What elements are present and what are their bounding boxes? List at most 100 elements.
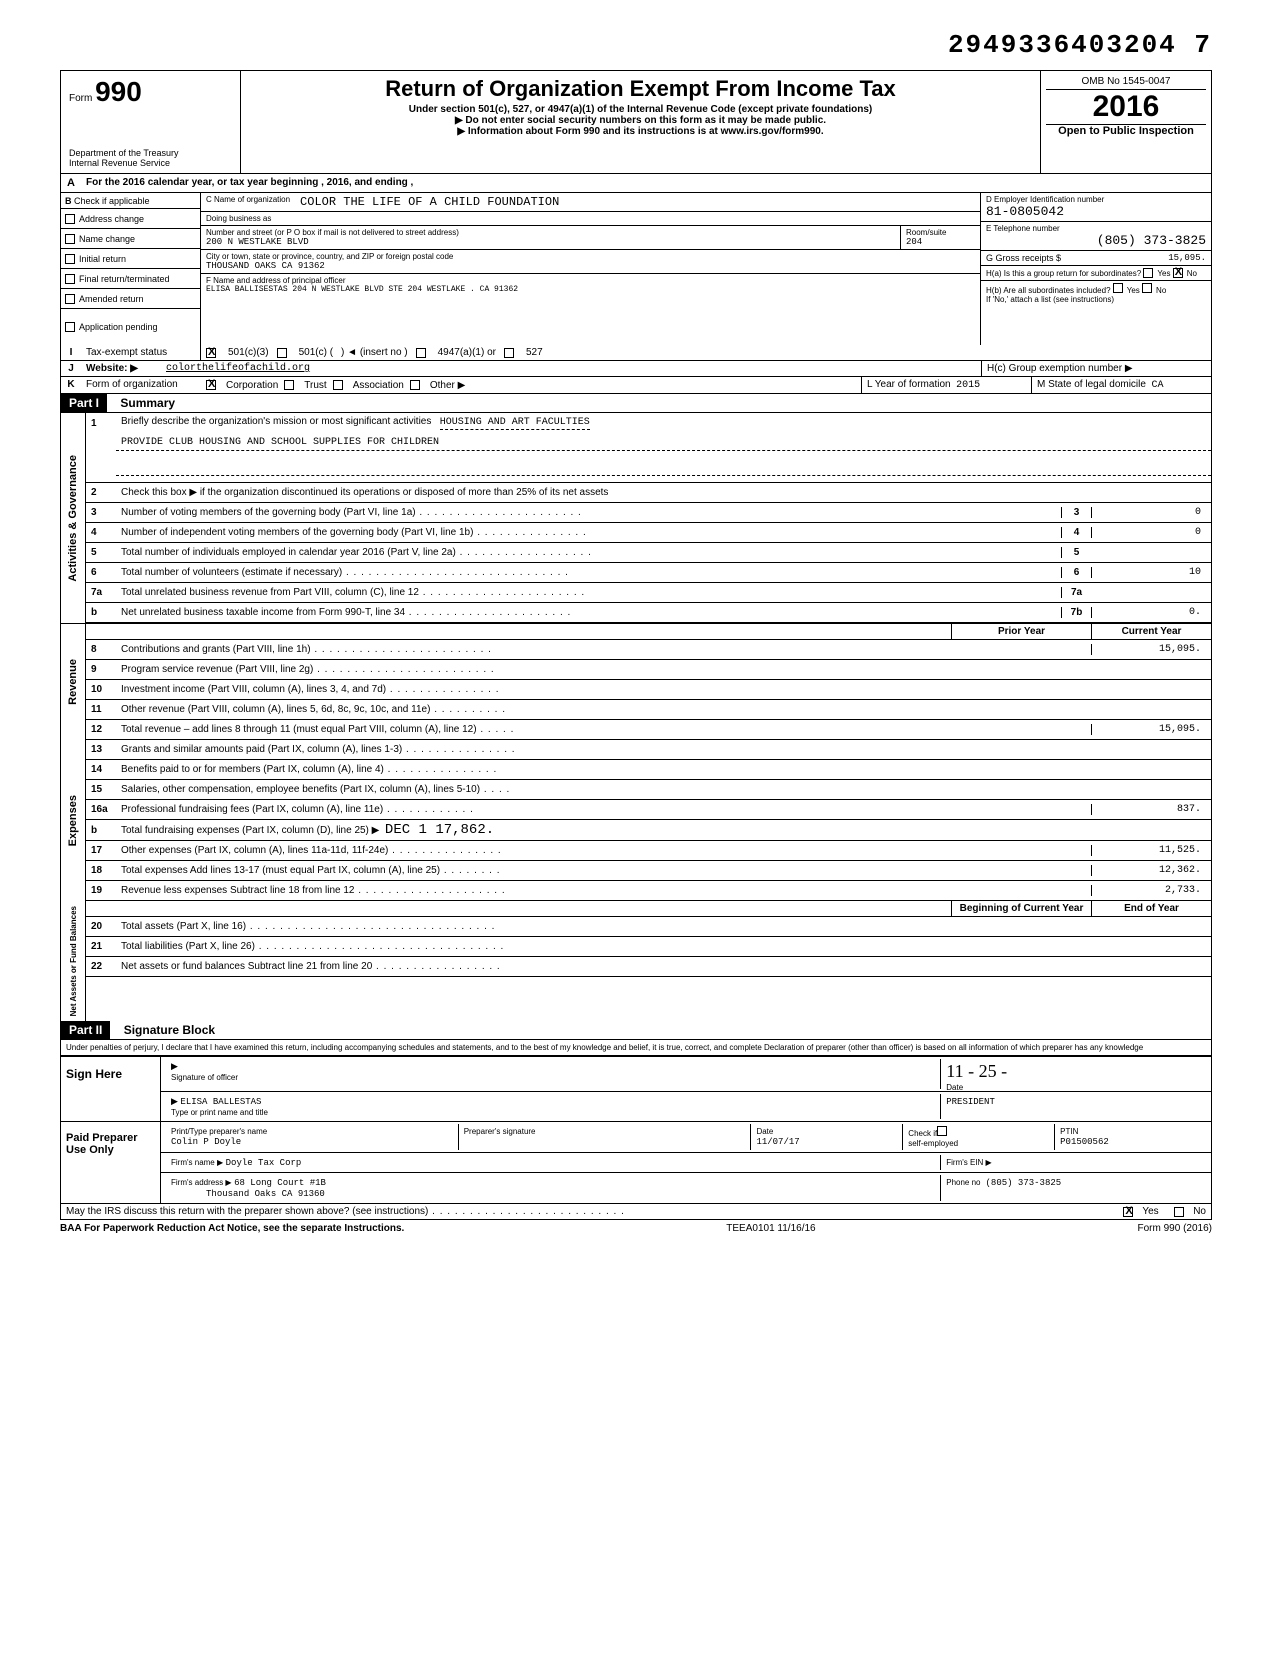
footer-right: Form 990 (2016) (1138, 1223, 1212, 1234)
part1-header: Part I Summary (60, 394, 1212, 413)
footer-mid: TEEA0101 11/16/16 (726, 1223, 815, 1234)
line2: Check this box ▶ if the organization dis… (116, 485, 1211, 500)
col-b-checks: B Check if applicable Address change Nam… (61, 193, 201, 345)
chk-501c3[interactable] (206, 348, 216, 358)
chk-527[interactable] (504, 348, 514, 358)
revenue-label: Revenue (65, 654, 81, 710)
val-19: 2,733. (1091, 885, 1211, 896)
dept-label: Department of the Treasury (69, 148, 232, 158)
expenses-label: Expenses (65, 790, 81, 851)
c-label: C Name of organization (206, 195, 290, 209)
chk-other[interactable] (410, 380, 420, 390)
declaration: Under penalties of perjury, I declare th… (60, 1040, 1212, 1056)
label-a: A (61, 174, 81, 192)
val-7b: 0. (1091, 607, 1211, 618)
tax-year: 2016 (1046, 90, 1206, 125)
end-year-header: End of Year (1091, 901, 1211, 916)
doc-id: 2949336403204 7 (60, 30, 1212, 60)
city: THOUSAND OAKS CA 91362 (206, 261, 453, 271)
hb-label: H(b) Are all subordinates included? (986, 286, 1111, 295)
val-4: 0 (1091, 527, 1211, 538)
row-a-text: For the 2016 calendar year, or tax year … (81, 174, 1211, 192)
val-6: 10 (1091, 567, 1211, 578)
gross: 15,095. (1168, 253, 1206, 263)
chk-assoc[interactable] (333, 380, 343, 390)
begin-year-header: Beginning of Current Year (951, 901, 1091, 916)
col-b-mid: C Name of organizationCOLOR THE LIFE OF … (201, 193, 981, 345)
prep-date: 11/07/17 (756, 1137, 799, 1147)
phone: (805) 373-3825 (986, 233, 1206, 248)
row-a: A For the 2016 calendar year, or tax yea… (60, 174, 1212, 193)
sign-here-label: Sign Here (61, 1057, 161, 1121)
chk-4947[interactable] (416, 348, 426, 358)
revenue-section: Revenue Prior YearCurrent Year 8Contribu… (60, 623, 1212, 740)
chk-pending[interactable]: Application pending (61, 309, 200, 345)
form-org-label: Form of organization (81, 377, 201, 393)
header-left: Form 990 Department of the Treasury Inte… (61, 71, 241, 173)
tax-status-label: Tax-exempt status (81, 345, 201, 360)
ein: 81-0805042 (986, 204, 1206, 219)
chk-discuss-no[interactable] (1174, 1207, 1184, 1217)
irs-label: Internal Revenue Service (69, 158, 232, 168)
footer-left: BAA For Paperwork Reduction Act Notice, … (60, 1223, 404, 1234)
e-label: E Telephone number (986, 224, 1206, 233)
val-18: 12,362. (1091, 865, 1211, 876)
preparer-name: Colin P Doyle (171, 1137, 241, 1147)
net-assets-section: Net Assets or Fund Balances Beginning of… (60, 901, 1212, 1021)
row-i: I Tax-exempt status 501(c)(3) 501(c) () … (60, 345, 1212, 361)
subtitle-2: ▶ Do not enter social security numbers o… (251, 115, 1030, 126)
governance-label: Activities & Governance (65, 450, 81, 587)
dba-label: Doing business as (206, 214, 271, 223)
stamp-16b: DEC 1 17,862. (385, 822, 494, 838)
ptin: P01500562 (1060, 1137, 1109, 1147)
chk-amended[interactable]: Amended return (61, 289, 200, 309)
org-name: COLOR THE LIFE OF A CHILD FOUNDATION (290, 195, 559, 209)
val-8: 15,095. (1091, 644, 1211, 655)
subtitle-1: Under section 501(c), 527, or 4947(a)(1)… (251, 104, 1030, 115)
d-label: D Employer Identification number (986, 195, 1206, 204)
footer: BAA For Paperwork Reduction Act Notice, … (60, 1220, 1212, 1237)
f-label: F Name and address of principal officer (206, 276, 975, 285)
expenses-section: Expenses 13Grants and similar amounts pa… (60, 740, 1212, 901)
mission-1: HOUSING AND ART FACULTIES (440, 417, 590, 430)
discuss-row: May the IRS discuss this return with the… (60, 1204, 1212, 1220)
row-j: J Website: ▶ colorthelifeofachild.org H(… (60, 361, 1212, 377)
form-number: Form 990 (69, 76, 232, 108)
firm-phone: (805) 373-3825 (986, 1178, 1062, 1188)
paid-prep-label: Paid Preparer Use Only (61, 1122, 161, 1203)
state-domicile: CA (1152, 380, 1164, 391)
header-right: OMB No 1545-0047 2016 Open to Public Ins… (1041, 71, 1211, 173)
firm-city: Thousand Oaks CA 91360 (206, 1189, 325, 1199)
chk-initial[interactable]: Initial return (61, 249, 200, 269)
chk-final[interactable]: Final return/terminated (61, 269, 200, 289)
governance-section: Activities & Governance 1Briefly describ… (60, 413, 1212, 623)
chk-name[interactable]: Name change (61, 229, 200, 249)
g-label: G Gross receipts $ (986, 253, 1061, 263)
chk-discuss-yes[interactable] (1123, 1207, 1133, 1217)
firm-addr: 68 Long Court #1B (234, 1178, 326, 1188)
chk-corp[interactable] (206, 380, 216, 390)
omb-number: OMB No 1545-0047 (1046, 76, 1206, 90)
year-formation: 2015 (956, 380, 980, 391)
val-3: 0 (1091, 507, 1211, 518)
prior-year-header: Prior Year (951, 624, 1091, 639)
mission-2: PROVIDE CLUB HOUSING AND SCHOOL SUPPLIES… (116, 435, 1211, 451)
officer: ELISA BALLISESTAS 204 N WESTLAKE BLVD ST… (206, 285, 975, 294)
officer-title: PRESIDENT (946, 1097, 995, 1107)
room: 204 (906, 237, 975, 247)
val-12: 15,095. (1091, 724, 1211, 735)
signature-block: Sign Here ▶Signature of officer 11 - 25 … (60, 1056, 1212, 1204)
city-label: City or town, state or province, country… (206, 252, 453, 261)
chk-address[interactable]: Address change (61, 209, 200, 229)
part2-header: Part II Signature Block (60, 1021, 1212, 1040)
chk-501c[interactable] (277, 348, 287, 358)
room-label: Room/suite (906, 228, 975, 237)
open-public: Open to Public Inspection (1046, 125, 1206, 137)
val-16a: 837. (1091, 804, 1211, 815)
header-center: Return of Organization Exempt From Incom… (241, 71, 1041, 173)
chk-trust[interactable] (284, 380, 294, 390)
form-header: Form 990 Department of the Treasury Inte… (60, 70, 1212, 174)
check-label: Check if applicable (74, 196, 150, 206)
form-title: Return of Organization Exempt From Incom… (251, 76, 1030, 102)
street: 200 N WESTLAKE BLVD (206, 237, 895, 247)
